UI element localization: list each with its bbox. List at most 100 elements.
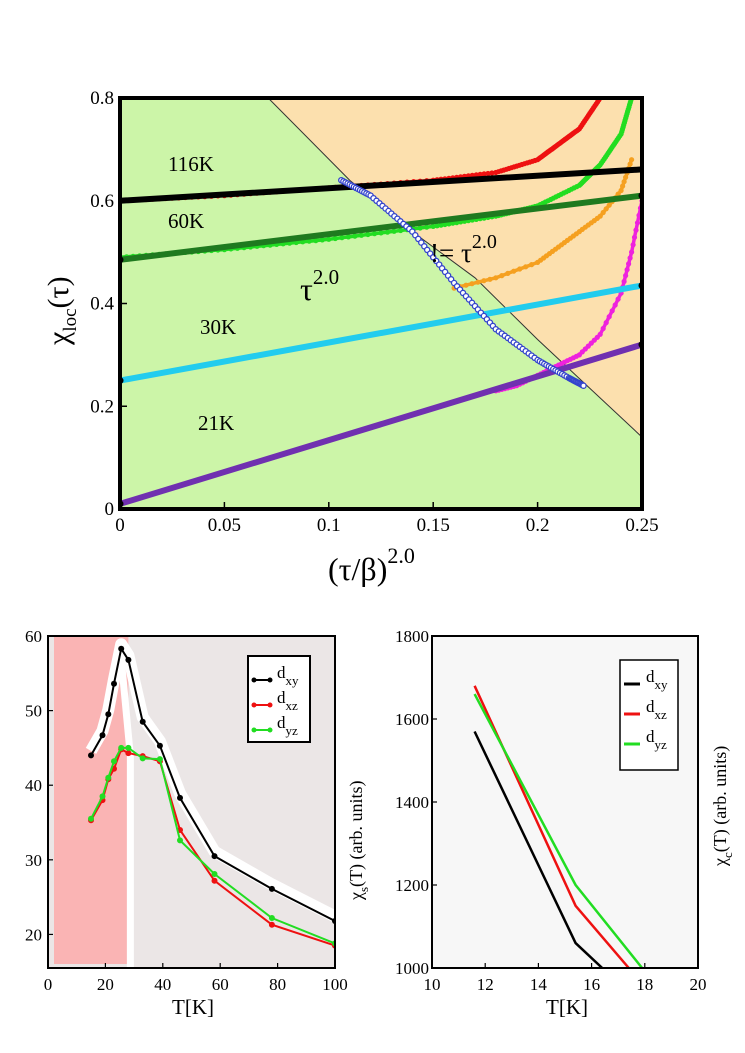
bl-dyz-point bbox=[156, 756, 163, 763]
top-30k-data-point bbox=[620, 183, 626, 189]
not-tau2-main: != τ bbox=[430, 238, 472, 268]
tau2-sup: 2.0 bbox=[313, 265, 339, 289]
top-x-tick-label: 0.15 bbox=[417, 515, 450, 536]
top-60k-data-point bbox=[378, 230, 384, 236]
bl-dxy-point bbox=[118, 645, 125, 652]
br-legend-label: dyz bbox=[646, 727, 667, 752]
bl-legend-label-sub: yz bbox=[286, 723, 299, 738]
bl-dyz-point bbox=[111, 758, 117, 765]
top-116k-data-point bbox=[477, 171, 483, 177]
top-crossover-point bbox=[580, 382, 587, 389]
bl-legend-marker bbox=[267, 727, 273, 733]
bl-y-tick-label: 50 bbox=[25, 702, 42, 721]
top-21k-data-point bbox=[621, 278, 627, 285]
top-60k-data-point bbox=[417, 225, 423, 231]
br-legend-label-sub: xy bbox=[655, 677, 669, 692]
top-30k-data-point bbox=[606, 202, 612, 208]
bl-dxy-point bbox=[125, 656, 132, 663]
br-x-tick-label: 10 bbox=[424, 975, 441, 994]
top-21k-data-point bbox=[627, 255, 633, 261]
bl-dyz-point bbox=[139, 755, 146, 762]
top-60k-data-point bbox=[345, 234, 351, 240]
top-annotation-116k: 116K bbox=[168, 152, 214, 176]
top-21k-data-point bbox=[609, 308, 615, 314]
bl-legend-box bbox=[247, 655, 311, 743]
top-21k-data-point bbox=[626, 261, 632, 267]
top-60k-data-point bbox=[446, 221, 452, 227]
top-60k-data-point bbox=[384, 229, 391, 235]
top-x-tick-label: 0.2 bbox=[526, 515, 550, 536]
top-60k-data-point bbox=[326, 236, 332, 242]
top-30k-data-point bbox=[505, 270, 511, 276]
br-right-y-label-tail: (T) (arb. units) bbox=[710, 746, 731, 852]
top-x-tick-label: 0 bbox=[115, 515, 125, 536]
top-60k-data-point bbox=[424, 224, 430, 230]
br-legend-label-main: d bbox=[646, 697, 655, 716]
top-30k-data-point bbox=[481, 278, 487, 284]
bl-series-dxy bbox=[88, 645, 335, 924]
top-x-tick-label: 0.1 bbox=[317, 515, 341, 536]
bl-dxy-point bbox=[139, 718, 146, 725]
top-21k-data-point bbox=[633, 227, 639, 233]
br-y-tick-label: 1800 bbox=[395, 627, 429, 646]
br-legend-label-main: d bbox=[646, 667, 655, 686]
bl-y-tick-label: 40 bbox=[25, 776, 42, 795]
top-y-tick-label: 0.2 bbox=[90, 396, 114, 417]
top-x-label-sup: 2.0 bbox=[387, 543, 415, 568]
bl-white-split-line bbox=[116, 649, 134, 968]
bl-dxy-point bbox=[88, 752, 94, 759]
bl-dyz-point bbox=[88, 815, 94, 822]
br-y-tick-label: 1200 bbox=[395, 876, 429, 895]
br-y-tick-label: 1600 bbox=[395, 710, 429, 729]
top-60k-data-point bbox=[442, 221, 448, 228]
top-21k-data-point bbox=[623, 273, 629, 279]
top-y-tick-label: 0.4 bbox=[90, 294, 114, 315]
bl-legend-label-main: d bbox=[277, 688, 286, 707]
top-30k-data-point bbox=[469, 281, 475, 287]
top-60k-data-point bbox=[365, 231, 371, 238]
br-legend-label: dxz bbox=[646, 697, 667, 722]
top-30k-data-point bbox=[621, 179, 627, 185]
bl-dyz-line bbox=[90, 746, 335, 945]
bl-x-tick-label: 100 bbox=[322, 975, 348, 994]
top-30k-data-point bbox=[523, 264, 529, 270]
top-116k-data-point bbox=[473, 172, 479, 178]
top-21k-data-point bbox=[631, 234, 638, 240]
top-116k-data-point bbox=[489, 170, 495, 176]
top-30k-data-point bbox=[629, 157, 635, 163]
top-30k-data-point bbox=[597, 213, 603, 219]
top-30k-data-point bbox=[499, 273, 505, 279]
top-y-label-tail: (τ) bbox=[42, 276, 75, 308]
bl-legend-marker bbox=[251, 702, 257, 708]
bl-legend-label: dxz bbox=[277, 688, 298, 713]
bl-legend-marker bbox=[267, 677, 273, 683]
bl-legend-label-main: d bbox=[277, 663, 286, 682]
br-legend-label-sub: yz bbox=[655, 737, 668, 752]
top-21k-data-point bbox=[615, 296, 621, 302]
bl-y-tick-label: 20 bbox=[25, 925, 42, 944]
top-60k-data-point bbox=[358, 232, 364, 238]
br-y-label-tail: (T) (arb. units) bbox=[346, 780, 367, 886]
bl-y-tick-label: 30 bbox=[25, 851, 42, 870]
bl-dxy-point bbox=[211, 853, 218, 860]
top-60k-data-point bbox=[306, 238, 312, 244]
top-y-tick-label: 0 bbox=[105, 499, 115, 520]
bl-dxy-line bbox=[90, 646, 335, 922]
br-x-tick-label: 18 bbox=[636, 975, 653, 994]
top-30k-data-point bbox=[529, 262, 535, 268]
top-annotation-tau2: τ2.0 bbox=[300, 265, 339, 307]
bl-dyz-point bbox=[268, 915, 275, 921]
br-legend-label-sub: xz bbox=[655, 707, 668, 722]
br-x-tick-label: 14 bbox=[530, 975, 548, 994]
top-y-tick-label: 0.8 bbox=[90, 88, 114, 109]
not-tau2-sup: 2.0 bbox=[472, 231, 497, 253]
br-x-tick-label: 16 bbox=[583, 975, 600, 994]
top-21k-data-point bbox=[624, 267, 630, 273]
top-21k-data-point bbox=[603, 320, 609, 326]
bl-legend-marker bbox=[251, 727, 257, 733]
top-x-tick-label: 0.25 bbox=[625, 515, 658, 536]
